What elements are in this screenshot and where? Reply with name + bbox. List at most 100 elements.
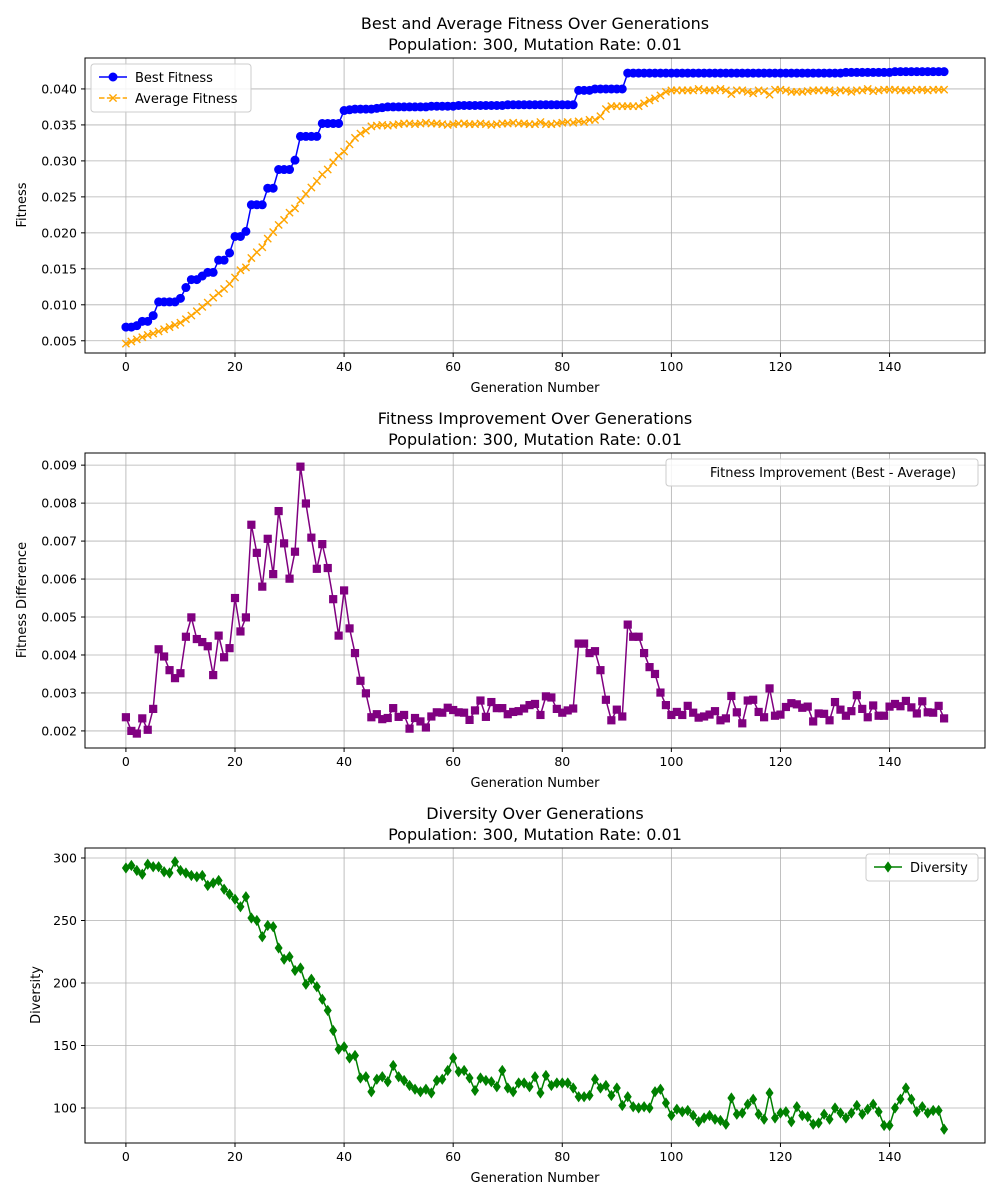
best-fitness-point xyxy=(143,316,153,326)
diversity-point xyxy=(536,1087,545,1099)
diversity-point xyxy=(830,1102,840,1114)
fitness-improvement-best-average-point xyxy=(209,671,218,680)
diversity-point xyxy=(340,1041,349,1053)
diversity-point xyxy=(149,861,158,873)
fitness-improvement-best-average-point xyxy=(830,697,840,707)
legend-label-average-fitness: Average Fitness xyxy=(135,92,238,107)
fitness-improvement-best-average-point xyxy=(732,708,741,717)
best-fitness-point xyxy=(334,118,344,128)
fitness-improvement-best-average-point xyxy=(421,723,431,732)
fitness-improvement-best-average-point xyxy=(912,709,921,718)
diversity-point xyxy=(236,901,245,913)
average-fitness-point xyxy=(296,196,305,205)
fitness-improvement-best-average-markers xyxy=(121,462,949,738)
fitness-chart-series xyxy=(121,67,949,348)
diversity-point xyxy=(563,1077,572,1089)
best-fitness-point xyxy=(148,311,158,321)
diversity-point xyxy=(170,856,180,868)
diversity-point xyxy=(481,1074,490,1087)
diversity-point xyxy=(694,1116,703,1128)
fitness-improvement-best-average-point xyxy=(181,632,191,641)
average-fitness-point xyxy=(198,302,207,312)
average-fitness-point xyxy=(590,115,600,124)
best-fitness-markers xyxy=(121,67,949,332)
diversity-point xyxy=(645,1102,654,1114)
fitness-improvement-best-average-point xyxy=(241,613,251,622)
average-fitness-point xyxy=(225,279,234,289)
y-tick-label: 0.040 xyxy=(41,81,77,96)
y-tick-label: 200 xyxy=(53,976,77,991)
diversity-chart-ylabel: Diversity xyxy=(29,966,44,1024)
fitness-improvement-best-average-point xyxy=(416,717,425,726)
diversity-chart-xlabel: Generation Number xyxy=(471,1171,601,1186)
average-fitness-point xyxy=(165,323,174,332)
diversity-point xyxy=(629,1101,638,1113)
best-fitness-point xyxy=(257,200,267,210)
fitness-improvement-best-average-point xyxy=(907,703,916,712)
average-fitness-point xyxy=(127,337,136,346)
diversity-point xyxy=(640,1101,649,1113)
fitness-improvement-best-average-point xyxy=(547,693,556,702)
diversity-point xyxy=(198,869,207,882)
fitness-improvement-best-average-point xyxy=(345,624,354,633)
y-tick-label: 0.006 xyxy=(41,572,77,587)
diversity-point xyxy=(727,1092,736,1104)
y-tick-label: 0.010 xyxy=(41,297,77,312)
x-tick-label: 80 xyxy=(554,1149,570,1164)
average-fitness-point xyxy=(939,85,949,94)
average-fitness-point xyxy=(601,104,611,114)
fitness-improvement-best-average-point xyxy=(612,705,621,714)
diversity-point xyxy=(274,942,283,954)
fitness-improvement-best-average-point xyxy=(869,701,878,710)
average-fitness-point xyxy=(863,84,872,94)
best-fitness-point xyxy=(285,165,295,175)
diversity-point xyxy=(405,1079,414,1092)
fitness-improvement-best-average-point xyxy=(132,729,141,738)
best-fitness-point xyxy=(241,226,251,236)
fitness-improvement-best-average-point xyxy=(689,708,698,717)
x-tick-label: 40 xyxy=(336,754,352,769)
fitness-improvement-best-average-point xyxy=(749,695,758,704)
fitness-improvement-best-average-point xyxy=(350,648,360,658)
fitness-improvement-best-average-point xyxy=(334,631,343,640)
average-fitness-point xyxy=(149,329,158,338)
diversity-point xyxy=(716,1114,725,1127)
fitness-improvement-best-average-point xyxy=(225,644,234,653)
diversity-point xyxy=(874,1106,883,1118)
improvement-chart-ylabel: Fitness Difference xyxy=(15,542,30,658)
fitness-improvement-best-average-point xyxy=(476,696,485,705)
average-fitness-point xyxy=(656,91,665,100)
diversity-point xyxy=(460,1064,469,1077)
diversity-point xyxy=(400,1074,409,1087)
x-tick-label: 120 xyxy=(769,754,793,769)
fitness-improvement-best-average-point xyxy=(165,666,174,675)
diversity-point xyxy=(214,874,223,887)
fitness-improvement-best-average-point xyxy=(318,540,327,549)
fitness-improvement-best-average-point xyxy=(154,645,163,654)
diversity-point xyxy=(792,1101,801,1113)
diversity-point xyxy=(885,1119,894,1132)
x-tick-label: 60 xyxy=(445,1149,461,1164)
diversity-point xyxy=(656,1083,665,1095)
diversity-point xyxy=(350,1049,360,1062)
average-fitness-point xyxy=(170,320,180,330)
legend-marker-best-fitness xyxy=(99,72,127,82)
average-fitness-point xyxy=(361,126,371,135)
x-tick-label: 20 xyxy=(227,1149,243,1164)
diversity-point xyxy=(912,1106,921,1118)
y-tick-label: 0.002 xyxy=(41,723,77,738)
average-fitness-point xyxy=(749,89,758,98)
improvement-chart-axes-frame xyxy=(84,452,986,749)
diversity-point xyxy=(230,893,240,905)
diversity-point xyxy=(307,973,316,985)
fitness-improvement-best-average-point xyxy=(263,534,272,543)
fitness-improvement-best-average-point xyxy=(661,700,671,710)
diversity-point xyxy=(863,1103,872,1115)
y-tick-label: 0.007 xyxy=(41,534,77,549)
y-tick-label: 0.005 xyxy=(41,610,77,625)
diversity-point xyxy=(165,867,174,879)
average-fitness-point xyxy=(345,140,354,149)
diversity-point xyxy=(880,1119,889,1132)
diversity-chart-axes-frame xyxy=(84,847,986,1144)
average-fitness-point xyxy=(263,234,272,243)
